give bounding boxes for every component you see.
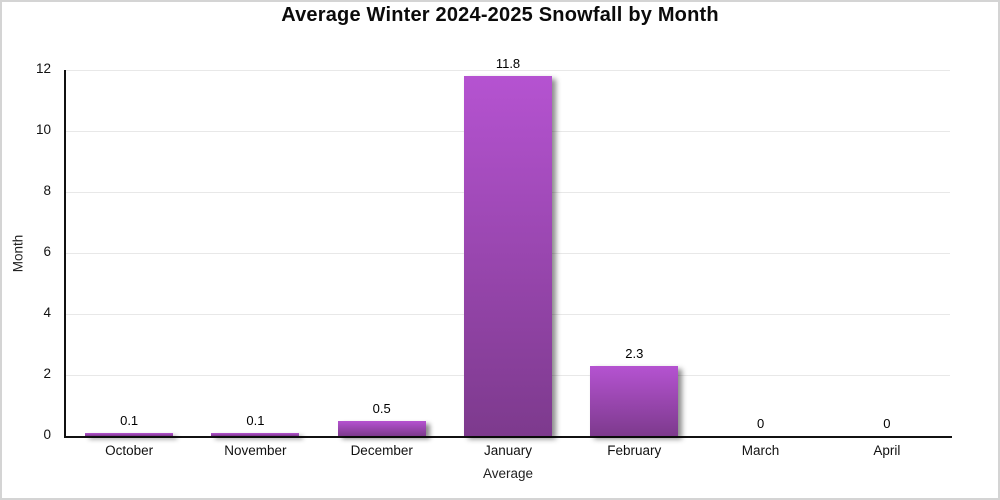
y-tick-label: 10 [35,122,51,137]
bar-value-label: 0.1 [246,412,265,428]
x-label-april: April [873,443,901,458]
x-axis-title: Average [482,466,534,481]
x-label-february: February [607,443,662,458]
y-tick-label: 0 [43,427,51,442]
bar-december[interactable] [337,420,426,436]
y-axis-line [64,70,66,438]
bar-value-label: 0.1 [120,412,139,428]
x-axis-line [64,436,952,438]
x-label-december: December [350,443,413,458]
bar-january[interactable] [464,76,552,436]
x-label-november: November [224,443,287,458]
y-axis-tick-labels: 0 2 4 6 8 10 12 [0,0,58,500]
y-tick-label: 2 [43,366,51,381]
y-tick-label: 6 [43,244,51,259]
bar-value-label: 0 [883,416,891,431]
bar-november[interactable] [211,432,300,436]
bar-value-label: 0.5 [372,400,391,416]
bar-value-label: 11.8 [495,56,521,72]
bar-october[interactable] [85,432,174,436]
x-label-october: October [105,443,154,458]
y-tick-label: 8 [43,183,51,198]
chart-title: Average Winter 2024-2025 Snowfall by Mon… [281,4,719,26]
plot-area: 0.1 0.1 0.5 11.8 2.3 0 0 [66,56,950,436]
x-label-january: January [483,443,532,458]
y-tick-label: 12 [35,61,51,76]
x-label-march: March [741,443,780,458]
y-tick-label: 4 [43,305,51,320]
gridline-y-12 [66,70,950,71]
bar-value-label: 0 [756,416,765,431]
bar-february[interactable] [590,365,679,436]
x-axis-category-labels: October November December January February Ma… [66,443,950,461]
bar-value-label: 2.3 [625,345,644,361]
